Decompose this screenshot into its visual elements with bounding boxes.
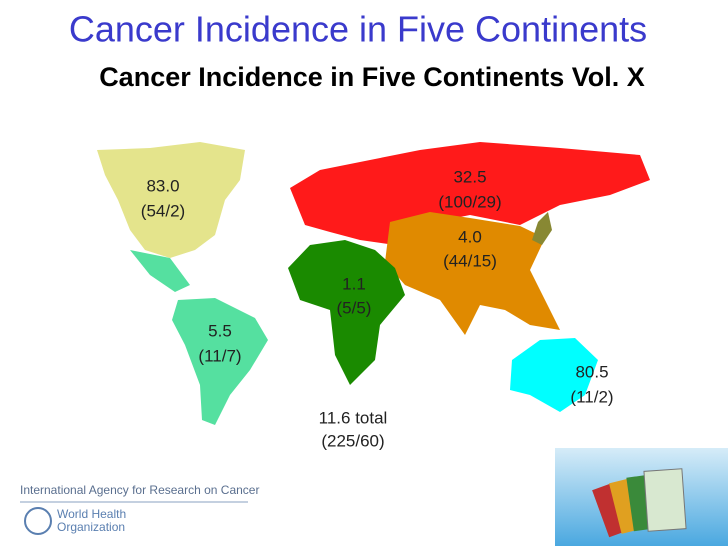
central-america — [130, 250, 190, 292]
north-america — [97, 142, 245, 258]
count-label: (5/5) — [337, 298, 372, 317]
who-emblem — [24, 507, 52, 535]
australia — [510, 338, 598, 412]
asia — [385, 212, 560, 335]
rate-label: 4.0 — [458, 227, 482, 246]
region-labels: 83.0 (54/2) 32.5 (100/29) 4.0 (44/15) 1.… — [141, 167, 614, 450]
subtitle: Cancer Incidence in Five Continents Vol.… — [99, 62, 645, 92]
africa — [288, 240, 405, 385]
total-rate-label: 11.6 total — [319, 408, 388, 427]
europe-russia — [290, 142, 650, 245]
south-america — [172, 298, 268, 425]
rate-label: 5.5 — [208, 321, 232, 340]
count-label: (44/15) — [443, 251, 497, 270]
rate-label: 83.0 — [146, 176, 179, 195]
who-line: World Health — [57, 507, 126, 521]
who-line: Organization — [57, 520, 125, 534]
total-count-label: (225/60) — [321, 431, 384, 450]
count-label: (11/7) — [198, 346, 241, 365]
book — [643, 468, 687, 532]
japan — [532, 212, 552, 245]
agency-name: International Agency for Research on Can… — [20, 483, 259, 497]
rate-label: 80.5 — [575, 362, 608, 381]
count-label: (54/2) — [141, 201, 185, 220]
count-label: (100/29) — [438, 192, 501, 211]
footer-logo: International Agency for Research on Can… — [20, 483, 259, 535]
title: Cancer Incidence in Five Continents — [69, 9, 647, 50]
rate-label: 32.5 — [453, 167, 486, 186]
rate-label: 1.1 — [342, 274, 366, 293]
world-map — [97, 142, 650, 425]
count-label: (11/2) — [570, 387, 613, 406]
book-image — [555, 448, 728, 546]
